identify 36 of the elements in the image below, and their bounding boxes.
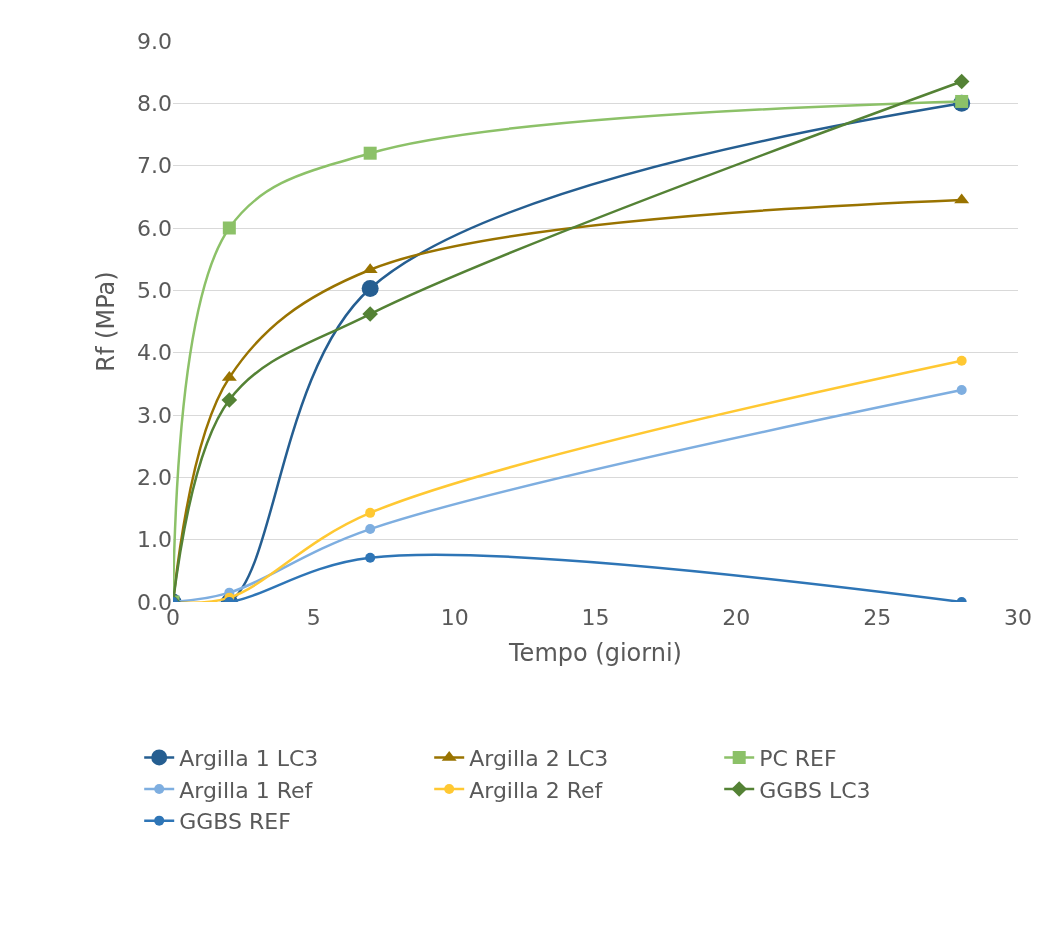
point — [956, 355, 967, 366]
x-axis-title: Tempo (giorni) — [508, 639, 682, 668]
point — [955, 94, 969, 108]
point — [956, 385, 967, 396]
x-tick-label: 5 — [306, 605, 321, 630]
y-axis-title: Rf (MPa) — [92, 271, 121, 372]
x-tick-label: 10 — [440, 605, 469, 630]
y-tick-label: 5.0 — [137, 278, 172, 304]
y-tick-label: 1.0 — [137, 527, 172, 553]
point — [365, 507, 376, 518]
legend-label: GGBS LC3 — [759, 777, 871, 803]
y-tick-label: 9.0 — [137, 28, 172, 54]
point — [361, 279, 379, 297]
y-tick-label: 8.0 — [137, 91, 172, 117]
y-tick-label: 3.0 — [137, 402, 172, 428]
point — [221, 392, 238, 408]
legend-label: Argilla 2 LC3 — [469, 746, 609, 772]
legend-label: Argilla 1 LC3 — [179, 746, 319, 772]
point — [363, 146, 377, 160]
point — [365, 552, 376, 563]
y-tick-label: 4.0 — [137, 340, 172, 366]
x-tick-label: 30 — [1004, 605, 1032, 630]
point — [222, 221, 236, 235]
legend-label: Argilla 1 Ref — [179, 777, 314, 803]
point — [953, 73, 970, 90]
y-tick-label: 7.0 — [137, 153, 172, 179]
legend-label: Argilla 2 Ref — [469, 777, 604, 803]
point — [362, 306, 378, 322]
x-tick-label: 15 — [581, 605, 610, 630]
point — [365, 524, 376, 535]
x-tick-label: 20 — [722, 605, 751, 630]
y-tick-label: 6.0 — [137, 215, 172, 241]
y-tick-label: 2.0 — [137, 465, 172, 491]
x-tick-label: 25 — [863, 605, 892, 630]
legend-label: PC REF — [759, 746, 837, 772]
legend-label: GGBS REF — [179, 809, 291, 835]
